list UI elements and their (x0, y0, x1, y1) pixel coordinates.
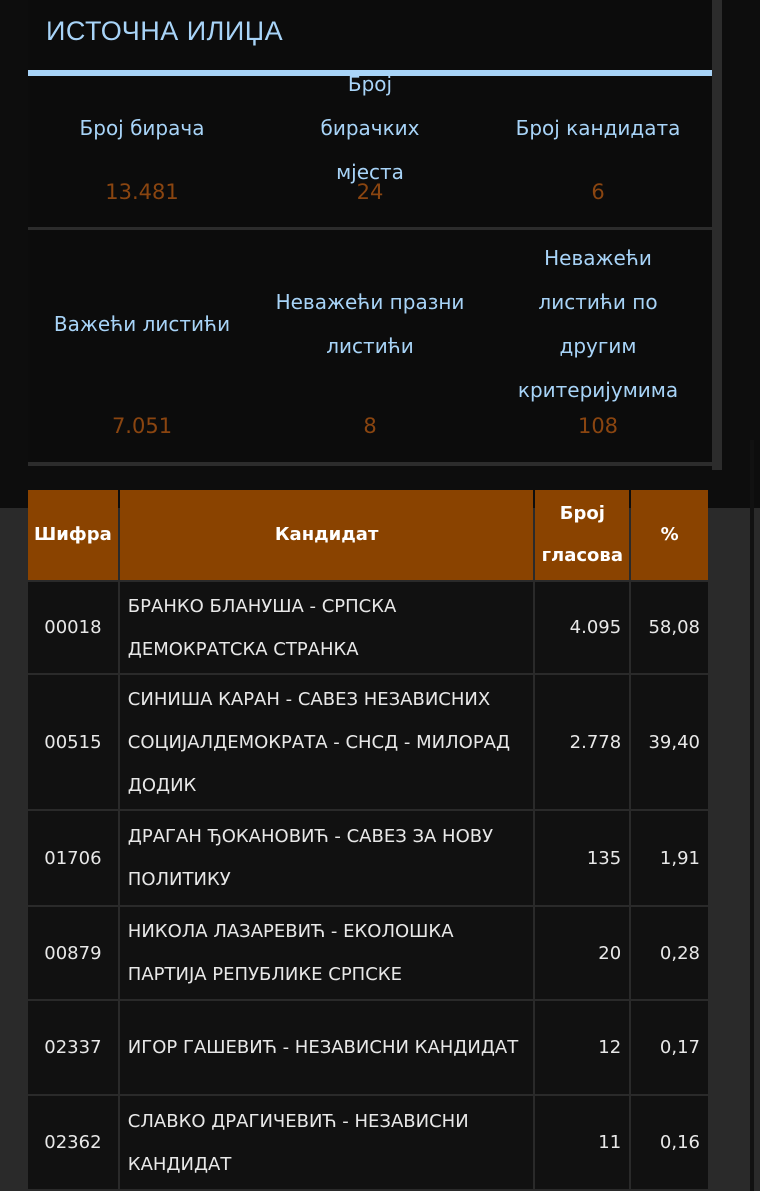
vote-percent: 39,40 (631, 675, 708, 809)
vote-count: 12 (535, 1001, 630, 1094)
results-table: Шифра Кандидат Број гласова % 00018 БРАНК… (26, 488, 710, 1191)
stat-voters: Број бирача 13.481 (28, 76, 256, 227)
stat-label: Важећи листићи (53, 312, 231, 336)
stat-value: 24 (356, 180, 384, 204)
vote-percent: 0,28 (631, 907, 708, 999)
stat-candidates: Број кандидата 6 (484, 76, 712, 227)
table-row: 00018 БРАНКО БЛАНУША - СРПСКА ДЕМОКРАТСКА… (28, 582, 708, 673)
stat-value: 7.051 (111, 414, 173, 438)
side-panel-edge (712, 0, 722, 470)
stat-polling-stations: Број бирачких мјеста 24 (256, 72, 484, 227)
municipality-summary-card: ИСТОЧНА ИЛИЏА Број бирача 13.481 Број бир… (28, 0, 712, 466)
stat-label: Неважећи листићи по другим критеријумима (517, 246, 679, 402)
candidate-name: ИГОР ГАШЕВИЋ - НЕЗАВИСНИ КАНДИДАТ (119, 1001, 534, 1094)
table-row: 02337 ИГОР ГАШЕВИЋ - НЕЗАВИСНИ КАНДИДАТ 12… (28, 1001, 708, 1094)
candidate-name: СЛАВКО ДРАГИЧЕВИЋ - НЕЗАВИСНИ КАНДИДАТ (119, 1096, 534, 1189)
table-row: 00515 СИНИША КАРАН - САВЕЗ НЕЗАВИСНИХ СОЦ… (28, 675, 708, 809)
candidate-code: 01706 (28, 811, 118, 905)
table-row: 02362 СЛАВКО ДРАГИЧЕВИЋ - НЕЗАВИСНИ КАНДИ… (28, 1096, 708, 1189)
vote-count: 11 (535, 1096, 630, 1189)
candidate-code: 00879 (28, 907, 118, 999)
stat-label: Неважећи празни листићи (275, 290, 465, 358)
stat-value: 6 (591, 180, 605, 204)
scrollbar-track[interactable] (750, 440, 754, 1191)
header-candidate: Кандидат (119, 490, 534, 580)
table-row: 01706 ДРАГАН ЂОКАНОВИЋ - САВЕЗ ЗА НОВУ ПО… (28, 811, 708, 905)
candidate-code: 00018 (28, 582, 118, 673)
candidate-code: 02337 (28, 1001, 118, 1094)
stat-value: 8 (363, 414, 377, 438)
table-header: Шифра Кандидат Број гласова % (28, 490, 708, 580)
candidate-name: ДРАГАН ЂОКАНОВИЋ - САВЕЗ ЗА НОВУ ПОЛИТИК… (119, 811, 534, 905)
vote-count: 135 (535, 811, 630, 905)
vote-count: 20 (535, 907, 630, 999)
candidate-name: СИНИША КАРАН - САВЕЗ НЕЗАВИСНИХ СОЦИЈАЛД… (119, 675, 534, 809)
candidate-name: НИКОЛА ЛАЗАРЕВИЋ - ЕКОЛОШКА ПАРТИЈА РЕПУ… (119, 907, 534, 999)
vote-percent: 58,08 (631, 582, 708, 673)
accent-divider (28, 70, 712, 76)
stats-row-1: Број бирача 13.481 Број бирачких мјеста 24… (28, 72, 712, 227)
stat-invalid-blank: Неважећи празни листићи 8 (256, 234, 484, 464)
stat-value: 108 (577, 414, 619, 438)
stat-label: Број кандидата (515, 116, 681, 140)
candidate-code: 02362 (28, 1096, 118, 1189)
vote-count: 4.095 (535, 582, 630, 673)
municipality-title: ИСТОЧНА ИЛИЏА (46, 16, 284, 46)
stat-label: Број бирачких мјеста (320, 72, 420, 184)
stat-invalid-other: Неважећи листићи по другим критеријумима… (484, 234, 712, 464)
table-row: 00879 НИКОЛА ЛАЗАРЕВИЋ - ЕКОЛОШКА ПАРТИЈА… (28, 907, 708, 999)
header-votes: Број гласова (535, 490, 630, 580)
stats-row-2: Важећи листићи 7.051 Неважећи празни лист… (28, 234, 712, 464)
stat-label: Број бирача (79, 116, 205, 140)
header-percent: % (631, 490, 708, 580)
stat-valid-ballots: Важећи листићи 7.051 (28, 234, 256, 464)
vote-percent: 0,16 (631, 1096, 708, 1189)
candidate-name: БРАНКО БЛАНУША - СРПСКА ДЕМОКРАТСКА СТРА… (119, 582, 534, 673)
stat-value: 13.481 (105, 180, 179, 204)
vote-count: 2.778 (535, 675, 630, 809)
vote-percent: 0,17 (631, 1001, 708, 1094)
stats-divider (28, 227, 712, 230)
candidate-code: 00515 (28, 675, 118, 809)
header-code: Шифра (28, 490, 118, 580)
vote-percent: 1,91 (631, 811, 708, 905)
